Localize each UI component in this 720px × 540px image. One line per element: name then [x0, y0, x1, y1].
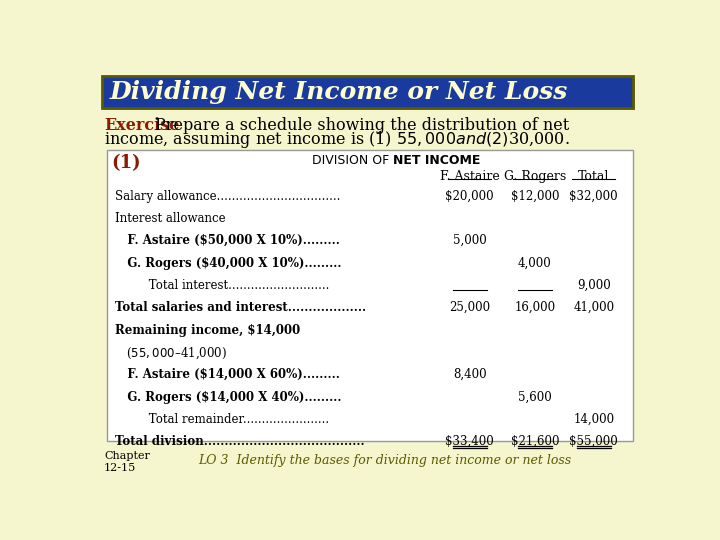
Text: G. Rogers: G. Rogers [504, 170, 566, 183]
Text: Total division.......................................: Total division..........................… [114, 435, 364, 448]
Text: Dividing Net Income or Net Loss: Dividing Net Income or Net Loss [109, 80, 568, 104]
Text: G. Rogers ($40,000 X 10%).........: G. Rogers ($40,000 X 10%)......... [114, 256, 341, 269]
Text: 41,000: 41,000 [573, 301, 614, 314]
Text: DIVISION OF: DIVISION OF [312, 154, 393, 167]
Text: Chapter
12-15: Chapter 12-15 [104, 451, 150, 473]
Text: 5,000: 5,000 [453, 234, 487, 247]
FancyBboxPatch shape [107, 150, 632, 441]
Text: Salary allowance.................................: Salary allowance........................… [114, 190, 340, 202]
Text: $55,000: $55,000 [570, 435, 618, 448]
Text: ($55,000 – $41,000): ($55,000 – $41,000) [114, 346, 227, 361]
Text: (1): (1) [112, 154, 141, 172]
Text: F. Astaire ($14,000 X 60%).........: F. Astaire ($14,000 X 60%)......... [114, 368, 340, 381]
Text: Total interest...........................: Total interest..........................… [114, 279, 329, 292]
Text: Interest allowance: Interest allowance [114, 212, 225, 225]
Text: 4,000: 4,000 [518, 256, 552, 269]
Text: LO 3  Identify the bases for dividing net income or net loss: LO 3 Identify the bases for dividing net… [198, 455, 571, 468]
Text: Exercise: Exercise [104, 117, 179, 134]
Text: income, assuming net income is (1) $55,000 and (2) $30,000.: income, assuming net income is (1) $55,0… [104, 130, 570, 151]
Text: Prepare a schedule showing the distribution of net: Prepare a schedule showing the distribut… [155, 117, 570, 134]
Text: 8,400: 8,400 [453, 368, 487, 381]
Text: 14,000: 14,000 [573, 413, 614, 426]
Text: Remaining income, $14,000: Remaining income, $14,000 [114, 323, 300, 336]
Text: NET INCOME: NET INCOME [393, 154, 480, 167]
FancyBboxPatch shape [104, 78, 635, 110]
Text: G. Rogers ($14,000 X 40%).........: G. Rogers ($14,000 X 40%)......... [114, 390, 341, 403]
Text: 16,000: 16,000 [514, 301, 555, 314]
Text: Total salaries and interest...................: Total salaries and interest.............… [114, 301, 366, 314]
Text: $12,000: $12,000 [510, 190, 559, 202]
Text: Total: Total [578, 170, 609, 183]
Text: $20,000: $20,000 [446, 190, 494, 202]
Text: F. Astaire ($50,000 X 10%).........: F. Astaire ($50,000 X 10%)......... [114, 234, 340, 247]
Text: 5,600: 5,600 [518, 390, 552, 403]
Text: 25,000: 25,000 [449, 301, 490, 314]
Text: $32,000: $32,000 [570, 190, 618, 202]
Text: F. Astaire: F. Astaire [440, 170, 500, 183]
FancyBboxPatch shape [102, 76, 632, 108]
Text: $21,600: $21,600 [510, 435, 559, 448]
Text: 9,000: 9,000 [577, 279, 611, 292]
Text: $33,400: $33,400 [446, 435, 494, 448]
Text: Total remainder.......................: Total remainder....................... [114, 413, 329, 426]
